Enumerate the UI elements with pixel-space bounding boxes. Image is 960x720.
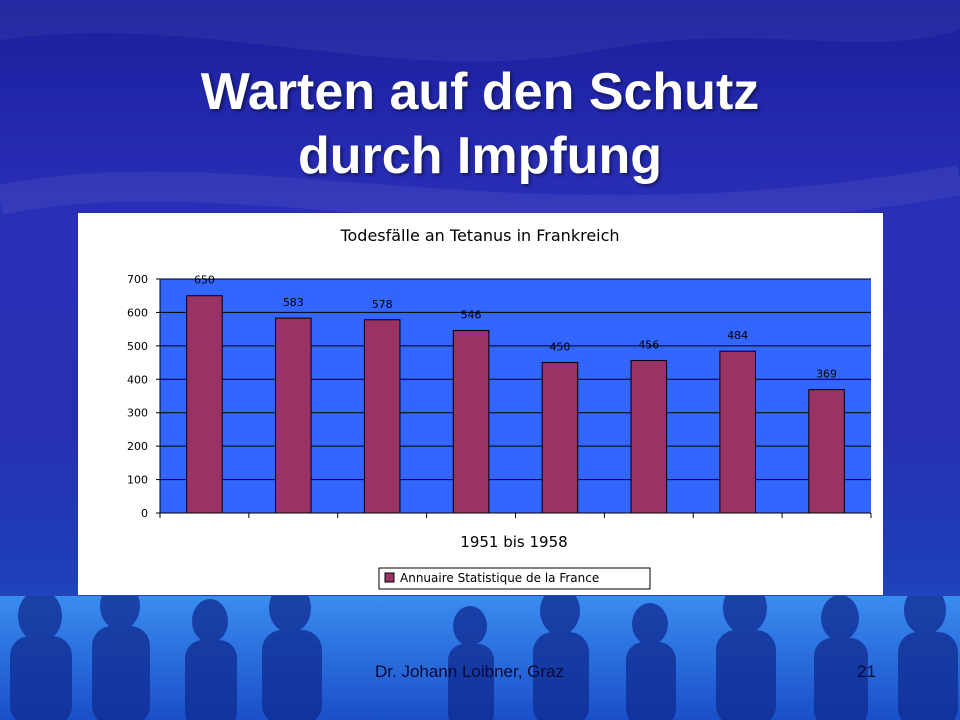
bar [363, 319, 401, 514]
y-axis: 0 100 200 300 400 500 600 700 [127, 273, 161, 520]
slide-title-line-2: durch Impfung [298, 127, 662, 185]
y-tick-label: 100 [127, 474, 148, 487]
data-label: 456 [638, 339, 659, 352]
slide-title: Warten auf den Schutz durch Impfung [0, 60, 960, 188]
y-tick-label: 500 [127, 340, 148, 353]
bar [630, 360, 668, 514]
data-label: 450 [549, 341, 570, 354]
bar [452, 329, 490, 514]
y-tick-label: 300 [127, 407, 148, 420]
chart-panel: Todesfälle an Tetanus in Frankreich 0 100… [78, 213, 883, 595]
y-tick-label: 200 [127, 440, 148, 453]
data-label: 578 [372, 298, 393, 311]
bar [186, 295, 223, 514]
legend-label: Annuaire Statistique de la France [400, 571, 599, 585]
bar [541, 362, 579, 514]
bar [275, 317, 312, 514]
data-label: 583 [283, 296, 304, 309]
page-number: 21 [857, 662, 876, 681]
x-axis-label: 1951 bis 1958 [460, 533, 567, 551]
x-axis [159, 512, 872, 518]
plot-area [160, 279, 871, 513]
y-tick-label: 400 [127, 373, 148, 386]
bar-chart: Todesfälle an Tetanus in Frankreich 0 100… [127, 226, 872, 590]
data-label: 369 [816, 368, 837, 381]
data-label: 484 [727, 329, 748, 342]
y-tick-label: 700 [127, 273, 148, 286]
footer-author: Dr. Johann Loibner, Graz [375, 662, 565, 681]
y-tick-label: 0 [141, 507, 148, 520]
data-labels: 650 583 578 546 450 456 484 369 [194, 274, 837, 381]
bar [808, 389, 845, 514]
bars [186, 295, 845, 514]
bar [719, 350, 756, 514]
slide-title-line-1: Warten auf den Schutz [200, 63, 760, 121]
chart-title: Todesfälle an Tetanus in Frankreich [339, 226, 619, 245]
y-tick-label: 600 [127, 306, 148, 319]
legend: Annuaire Statistique de la France [378, 567, 651, 590]
legend-swatch [384, 572, 395, 583]
data-label: 650 [194, 274, 215, 287]
crowd-silhouette-image [0, 596, 960, 720]
data-label: 546 [461, 308, 482, 321]
